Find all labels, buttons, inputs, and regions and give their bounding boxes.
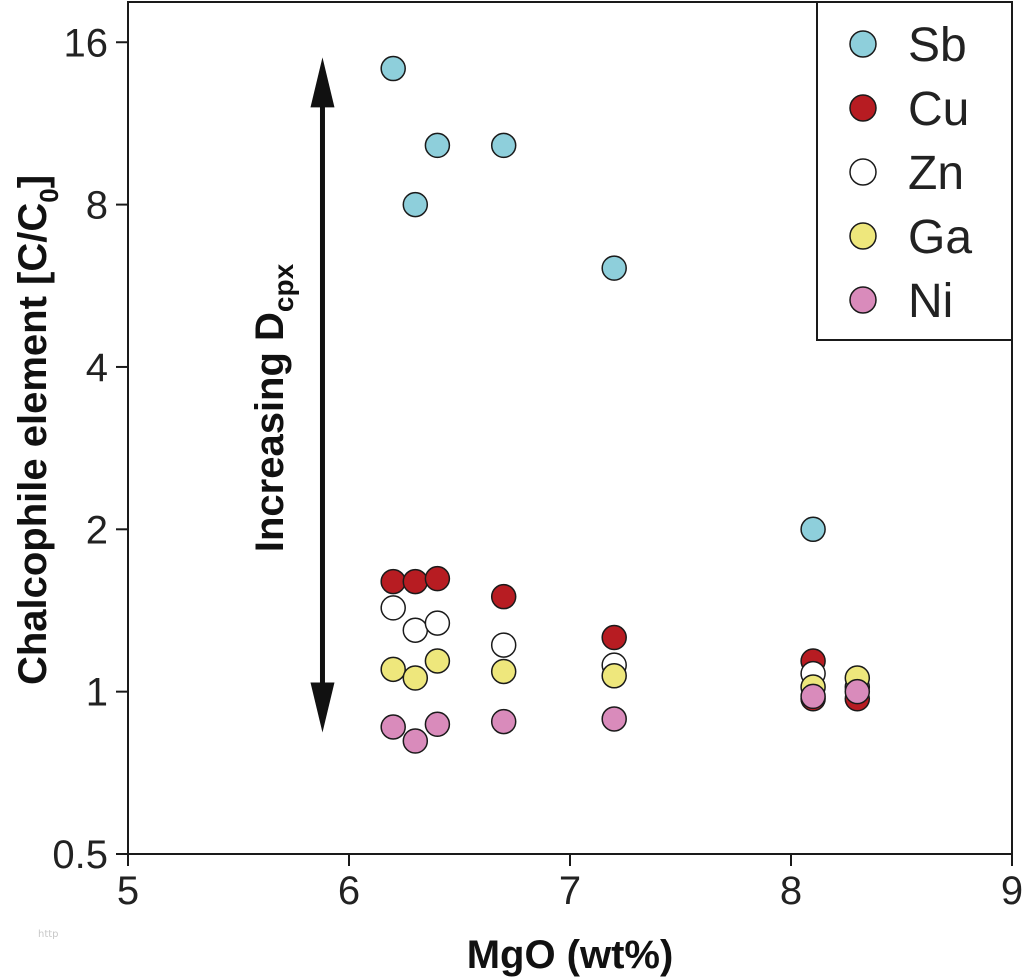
annotation-label: Increasing Dcpx xyxy=(248,263,299,552)
legend-marker-ga xyxy=(849,222,877,250)
point-zn xyxy=(490,632,517,658)
point-ni xyxy=(800,683,826,710)
point-zn xyxy=(424,610,451,636)
y-tick-label: 4 xyxy=(86,346,108,390)
y-tick-label: 1 xyxy=(86,671,108,715)
series-ni xyxy=(380,678,871,754)
legend-label-zn: Zn xyxy=(908,147,964,200)
y-tick-label: 8 xyxy=(86,184,108,228)
point-sb xyxy=(424,132,451,159)
point-ni xyxy=(402,728,429,754)
point-sb xyxy=(490,132,517,159)
point-ni xyxy=(490,708,517,735)
point-ni xyxy=(380,714,406,740)
axis-ticks: 5 6 7 8 9 0.5 1 2 4 8 16 xyxy=(52,21,1023,913)
y-axis-title: Chalcophile element [C/C0] xyxy=(11,175,64,685)
legend-marker-zn xyxy=(849,158,877,186)
point-cu xyxy=(601,624,627,651)
legend-label-ga: Ga xyxy=(908,211,972,264)
legend-marker-cu xyxy=(849,94,877,122)
series-sb xyxy=(380,55,826,543)
point-ni xyxy=(844,678,871,705)
y-axis-title-subscript: 0 xyxy=(34,188,64,202)
arrow-head-down xyxy=(310,682,335,733)
point-ni xyxy=(601,706,627,732)
annotation-label-subscript: cpx xyxy=(268,263,299,312)
increasing-dcpx-annotation: Increasing Dcpx xyxy=(248,57,335,733)
x-tick-label: 8 xyxy=(780,869,802,913)
x-tick-label: 5 xyxy=(117,869,139,913)
point-ga xyxy=(424,648,451,674)
point-sb xyxy=(402,191,429,218)
legend-label-ni: Ni xyxy=(908,275,953,328)
data-points xyxy=(380,55,871,754)
point-sb xyxy=(601,255,627,281)
point-cu xyxy=(490,583,517,610)
point-sb xyxy=(380,55,406,82)
y-tick-label: 16 xyxy=(64,21,109,65)
x-tick-label: 9 xyxy=(1001,869,1023,913)
legend-label-sb: Sb xyxy=(908,19,967,72)
y-tick-label: 0.5 xyxy=(52,833,108,877)
point-cu xyxy=(424,565,451,592)
legend: Sb Cu Zn Ga Ni xyxy=(816,1,1013,341)
point-sb xyxy=(800,516,826,543)
y-tick-label: 2 xyxy=(86,508,108,552)
point-ga xyxy=(402,665,429,691)
x-axis-title: MgO (wt%) xyxy=(467,933,674,977)
point-zn xyxy=(380,595,406,621)
y-axis-title-main: Chalcophile element [C/C xyxy=(11,203,55,685)
x-tick-label: 6 xyxy=(338,869,360,913)
watermark-text: http xyxy=(38,929,59,940)
arrow-head-up xyxy=(310,57,335,108)
legend-label-cu: Cu xyxy=(908,83,969,136)
y-axis-title-close: ] xyxy=(11,175,55,188)
point-ni xyxy=(424,711,451,738)
point-cu xyxy=(402,568,429,595)
legend-marker-sb xyxy=(849,30,877,58)
annotation-label-main: Increasing D xyxy=(248,312,292,552)
legend-marker-ni xyxy=(849,286,877,314)
point-ga xyxy=(490,658,517,685)
point-zn xyxy=(402,617,429,643)
point-ga xyxy=(601,663,627,689)
point-cu xyxy=(380,568,406,595)
point-ga xyxy=(380,656,406,683)
x-tick-label: 7 xyxy=(559,869,581,913)
